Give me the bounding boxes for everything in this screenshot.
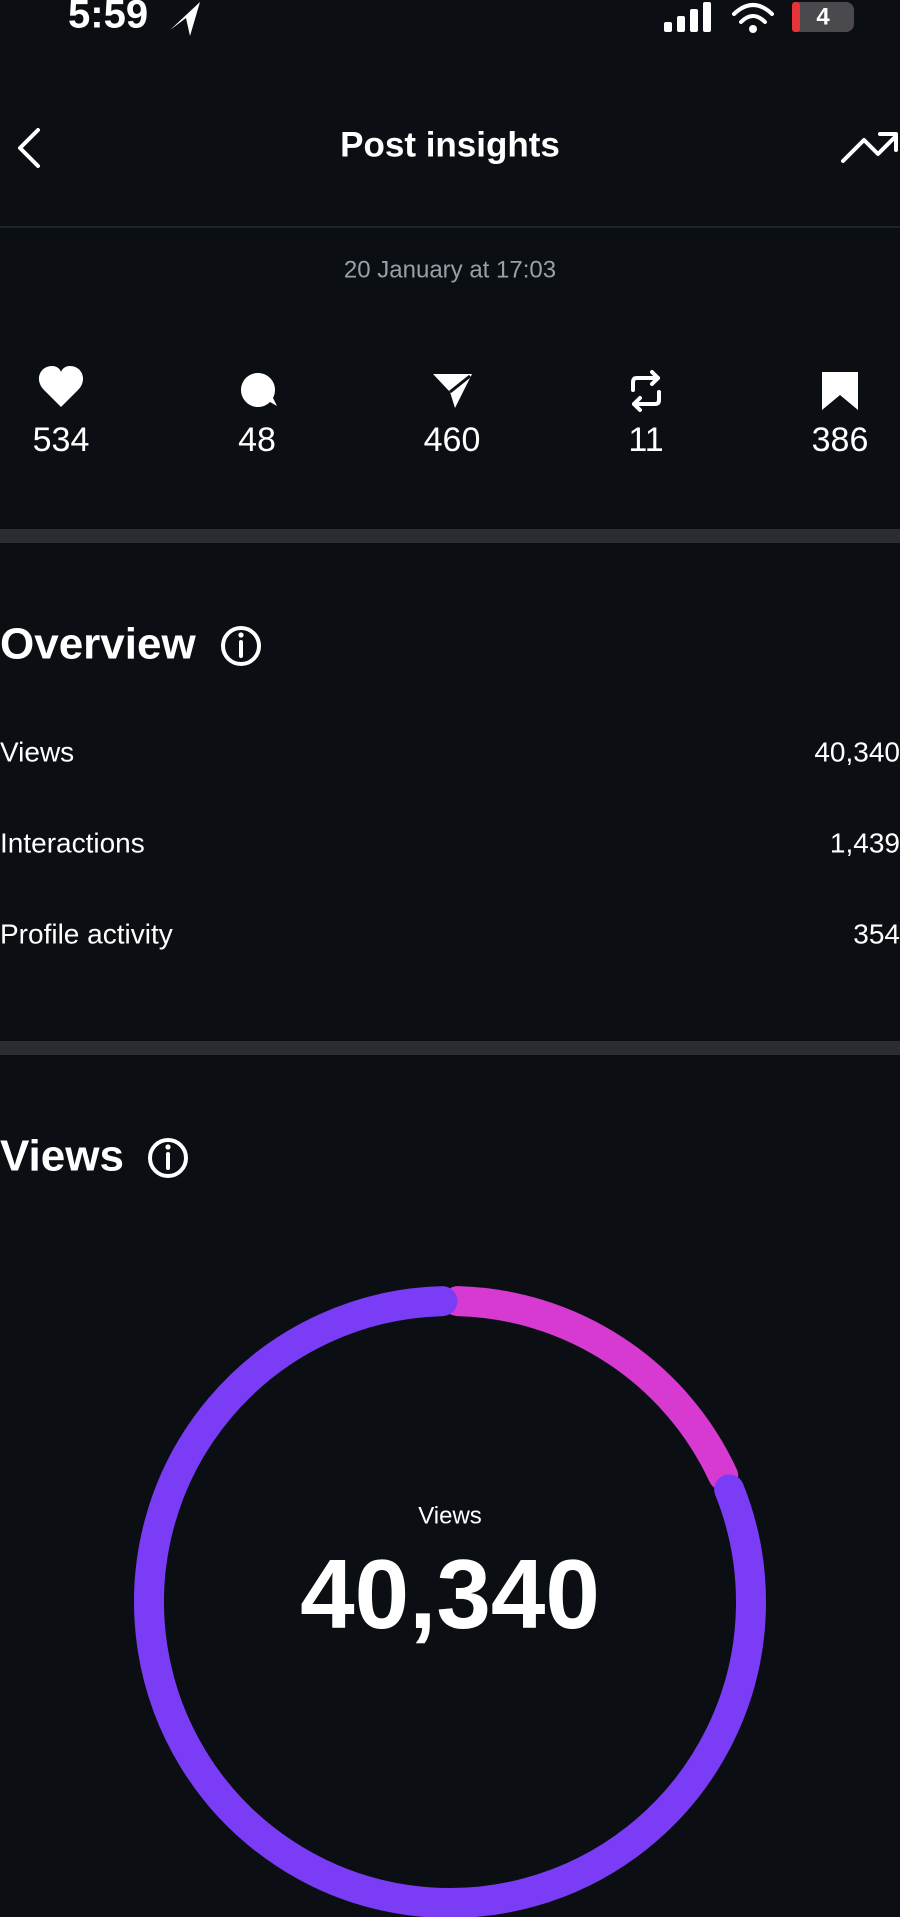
metric-value: 1,439 <box>830 827 900 858</box>
trend-button[interactable] <box>841 132 898 163</box>
section-separator <box>0 1041 900 1055</box>
battery-percent: 4 <box>816 3 830 30</box>
metric-label: Views <box>0 736 74 767</box>
metric-value: 354 <box>853 918 900 949</box>
donut-total: 40,340 <box>300 1539 600 1649</box>
section-separator <box>0 529 900 543</box>
metric-label: Interactions <box>0 827 145 858</box>
views-title: Views <box>0 1132 124 1181</box>
engagement-count: 460 <box>424 421 481 459</box>
shares-icon-fold <box>449 374 471 394</box>
metric-label: Profile activity <box>0 918 173 949</box>
views-info-icon[interactable] <box>148 1138 188 1178</box>
engagement-count: 48 <box>238 421 276 459</box>
saves-icon <box>822 372 858 410</box>
overview-title: Overview <box>0 620 196 669</box>
likes-icon <box>38 366 84 407</box>
status-time: 5:59 <box>68 0 148 37</box>
page-title: Post insights <box>340 125 560 164</box>
location-icon <box>170 2 200 36</box>
donut-label: Views <box>418 1502 482 1529</box>
back-button[interactable] <box>18 128 40 168</box>
donut-segment <box>134 1286 766 1917</box>
overview-info-icon[interactable] <box>221 626 261 666</box>
battery <box>792 2 854 32</box>
engagement-count: 11 <box>628 421 663 459</box>
post-date: 20 January at 17:03 <box>344 256 556 283</box>
comments-icon <box>240 372 277 407</box>
wifi-icon <box>732 3 774 33</box>
engagement-count: 534 <box>33 421 90 459</box>
metric-value: 40,340 <box>814 736 900 767</box>
signal-icon <box>664 2 711 32</box>
engagement-count: 386 <box>812 421 869 459</box>
donut-segment <box>442 1286 739 1491</box>
reposts-icon <box>631 370 661 412</box>
battery-level <box>792 2 800 32</box>
